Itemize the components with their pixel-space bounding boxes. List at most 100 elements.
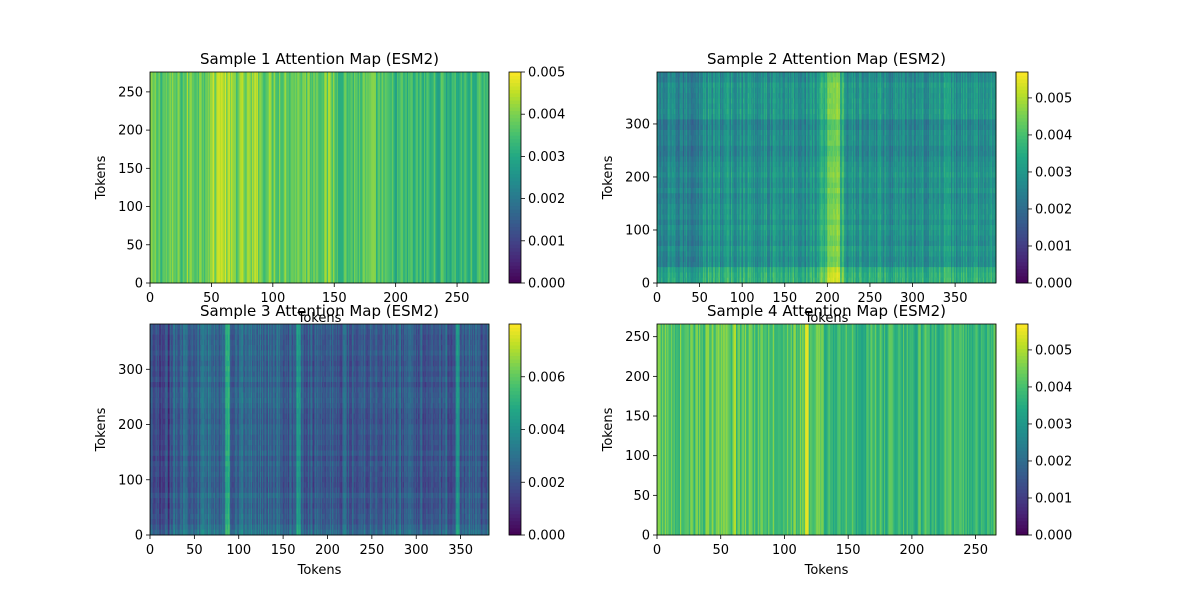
heatmap-cell	[693, 87, 695, 94]
heatmap-cell	[904, 82, 906, 89]
heatmap-cell	[699, 82, 701, 89]
heatmap-cell	[852, 82, 855, 89]
heatmap-cell	[784, 82, 786, 89]
heatmap-cell	[890, 72, 892, 78]
heatmap-cell	[346, 72, 349, 284]
heatmap-cell	[865, 82, 867, 89]
heatmap-cell	[414, 72, 416, 284]
heatmap-cell	[859, 87, 861, 94]
heatmap-cell	[376, 72, 378, 284]
heatmap-cell	[754, 72, 756, 78]
heatmap-cell	[228, 72, 231, 284]
heatmap-cell	[931, 93, 933, 99]
heatmap-cell	[296, 72, 298, 284]
heatmap-cell	[724, 72, 726, 78]
heatmap-cell	[744, 93, 746, 99]
heatmap-cell	[733, 87, 735, 94]
heatmap-cell	[894, 93, 896, 99]
heatmap-cell	[430, 72, 432, 284]
colorbar-frame	[508, 71, 522, 284]
heatmap-cell	[861, 82, 863, 89]
heatmap-cell	[800, 82, 803, 89]
heatmap-cell	[893, 72, 895, 78]
heatmap-cell	[704, 82, 706, 89]
heatmap-cell	[875, 82, 878, 89]
colorbar-segment	[509, 272, 521, 277]
heatmap-cell	[849, 72, 851, 78]
heatmap-cell	[714, 93, 717, 99]
heatmap-cell	[762, 87, 764, 94]
colorbar-segment	[509, 145, 521, 150]
heatmap-cell	[439, 72, 442, 284]
heatmap-cell	[882, 82, 884, 89]
heatmap-cell	[806, 77, 808, 83]
heatmap-cell	[697, 82, 700, 89]
heatmap-cell	[664, 72, 666, 78]
heatmap-cell	[454, 72, 457, 284]
heatmap-cell	[785, 72, 787, 78]
heatmap-cell	[669, 87, 671, 94]
heatmap-cell	[677, 72, 679, 78]
heatmap-cell	[824, 72, 826, 78]
heatmap-cell	[773, 72, 775, 78]
heatmap-cell	[250, 72, 253, 284]
x-tick-label: 250	[445, 291, 470, 306]
heatmap-cell	[748, 72, 751, 78]
heatmap-cell	[957, 93, 959, 99]
heatmap-cell	[870, 72, 872, 78]
heatmap-cell	[963, 82, 965, 89]
heatmap-cell	[366, 72, 368, 284]
heatmap-cell	[955, 93, 957, 99]
heatmap-cell	[706, 87, 708, 94]
heatmap-cell	[906, 72, 908, 78]
heatmap-cell	[961, 82, 963, 89]
heatmap-cell	[692, 93, 694, 99]
heatmap-cell	[760, 87, 762, 94]
heatmap-cell	[725, 72, 727, 78]
heatmap-cell	[415, 72, 417, 284]
heatmap-cell	[817, 82, 820, 89]
heatmap-cell	[886, 72, 888, 78]
heatmap-cell	[766, 87, 768, 94]
heatmap-cell	[657, 77, 660, 83]
heatmap-cell	[891, 77, 893, 83]
heatmap-cell	[938, 93, 940, 99]
heatmap-cell	[844, 87, 846, 94]
heatmap-cell	[712, 93, 714, 99]
heatmap-cell	[887, 87, 890, 94]
heatmap-cell	[880, 72, 882, 78]
heatmap-cell	[872, 72, 874, 78]
heatmap-cell	[880, 87, 882, 94]
heatmap-cell	[772, 87, 775, 94]
heatmap-cell	[932, 82, 934, 89]
heatmap-cell	[765, 72, 767, 78]
heatmap-cell	[899, 77, 901, 83]
heatmap-cell	[722, 87, 724, 94]
heatmap-cell	[936, 82, 938, 89]
heatmap-cell	[356, 72, 358, 284]
heatmap-cell	[680, 77, 683, 83]
heatmap-cell	[668, 93, 671, 99]
heatmap-cell	[976, 93, 978, 99]
heatmap-cell	[707, 72, 709, 78]
heatmap-cell	[844, 93, 846, 99]
heatmap-cell	[808, 72, 810, 78]
heatmap-cell	[898, 77, 900, 83]
heatmap-cell	[948, 93, 950, 99]
heatmap-cell	[970, 77, 972, 83]
heatmap-cell	[957, 87, 959, 94]
heatmap-cell	[991, 77, 993, 83]
heatmap-cell	[882, 72, 884, 78]
x-tick-label: 50	[203, 291, 220, 306]
heatmap-cell	[779, 93, 781, 99]
heatmap-cell	[826, 72, 828, 78]
heatmap-cell	[895, 72, 897, 78]
heatmap-cell	[942, 87, 944, 94]
heatmap-cell	[738, 93, 740, 99]
heatmap-cell	[951, 77, 953, 83]
heatmap-cell	[672, 87, 674, 94]
colorbar-tick-label: 0.004	[528, 108, 565, 123]
heatmap-cell	[798, 77, 800, 83]
heatmap-cell	[708, 77, 710, 83]
heatmap-cell	[779, 72, 781, 78]
